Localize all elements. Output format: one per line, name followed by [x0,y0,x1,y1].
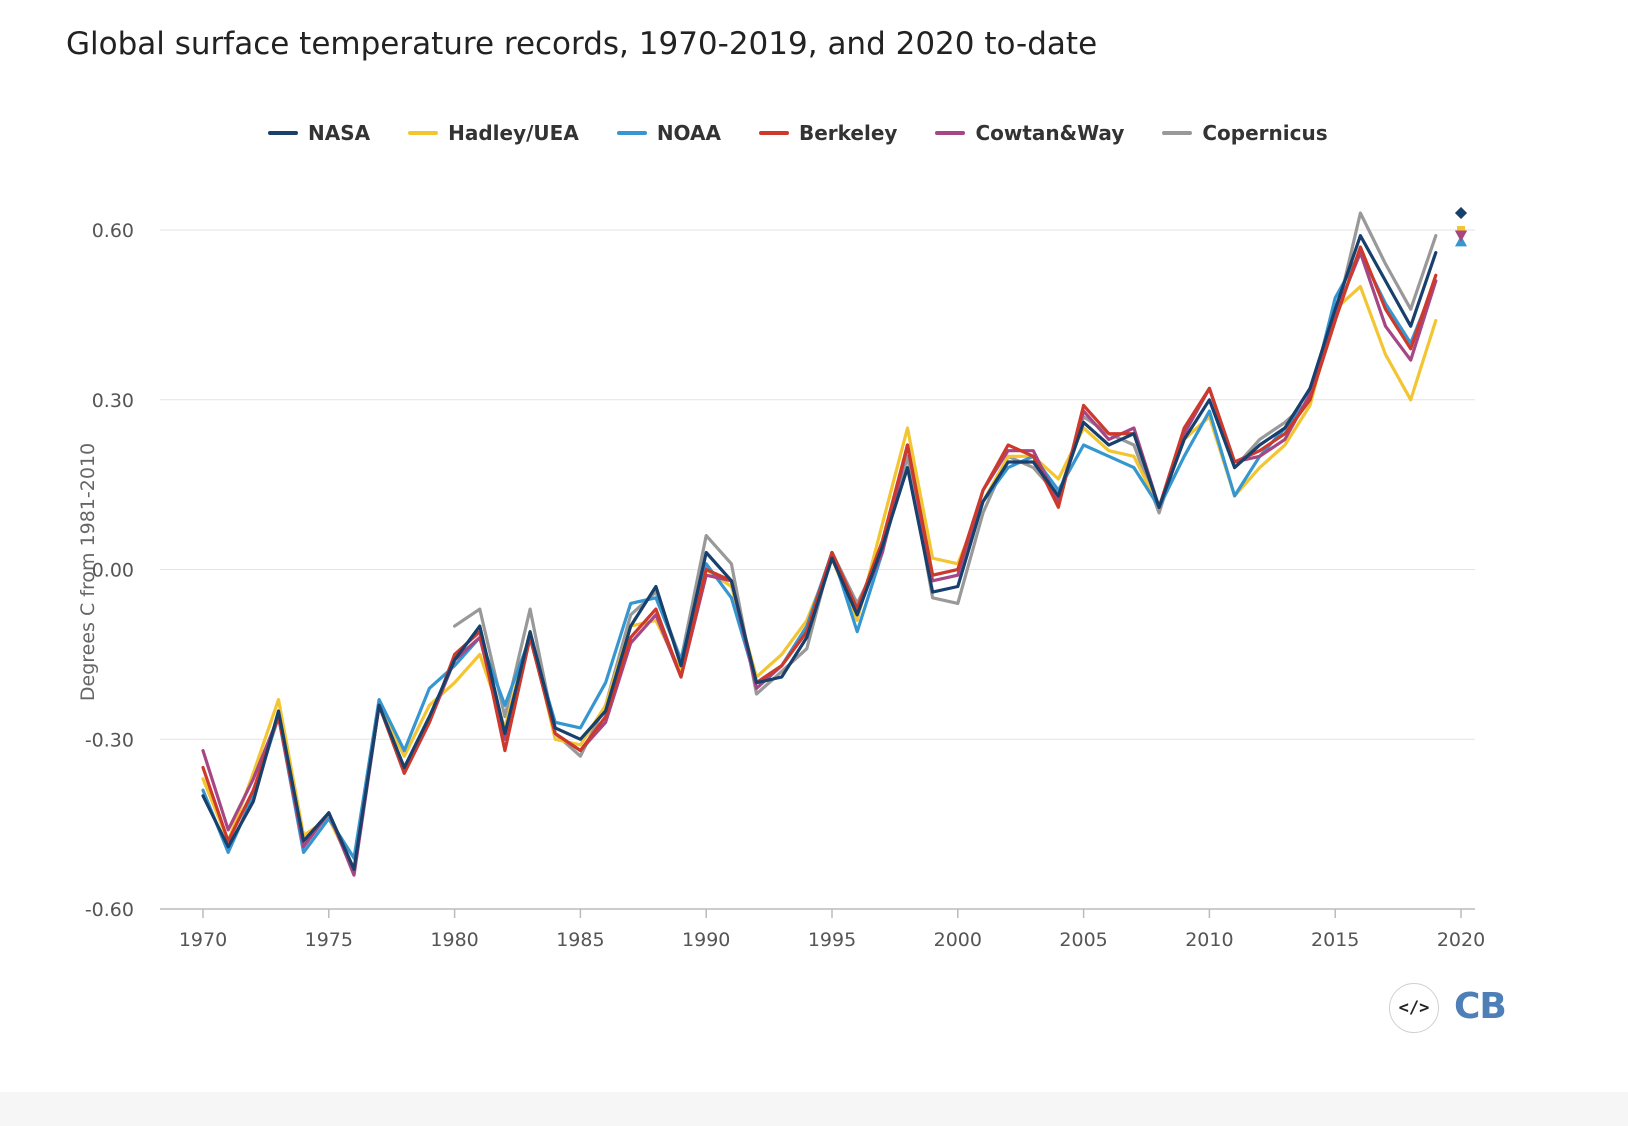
series-line-cowtan-way [201,251,1438,877]
legend-swatch [758,131,789,135]
legend-item[interactable]: Cowtan&Way [935,121,1124,145]
x-tick-label: 2000 [934,929,982,951]
y-tick-label: -0.30 [85,729,134,751]
x-tick-label: 2015 [1311,929,1359,951]
x-tick-label: 2020 [1437,929,1485,951]
series-line-nasa [201,234,1438,871]
legend-swatch [616,131,647,135]
y-tick-label: -0.60 [85,899,134,921]
legend-label: Hadley/UEA [448,121,579,145]
legend: NASA Hadley/UEA NOAA Berkeley Cowtan&Way Cope… [268,118,1366,148]
embed-code-button[interactable]: </> [1389,983,1439,1033]
y-tick-label: 0.60 [92,220,134,242]
series-line-berkeley [201,245,1438,871]
x-tick-label: 2010 [1185,929,1233,951]
series-line-hadley-uea [201,285,1438,871]
marker-2020-hadley-uea [1457,226,1465,234]
marker-2020-cowtan-way [1455,230,1467,242]
legend-item[interactable]: NOAA [616,121,721,145]
legend-item[interactable]: NASA [268,121,370,145]
chart-plot: -0.60 -0.30 0.00 0.30 0.60 1970 1975 1980 1985 19… [85,207,1485,951]
chart-title: Global surface temperature records, 1970… [66,26,1098,62]
marker-2020-nasa [1455,207,1467,220]
y-tick-label: 0.30 [92,390,134,412]
legend-swatch [268,131,298,135]
y-tick-label: 0.00 [92,560,134,582]
code-icon: </> [1398,998,1430,1018]
x-tick-label: 1980 [430,929,478,951]
x-tick-label: 1975 [305,929,353,951]
legend-swatch [935,131,966,135]
x-tick-label: 1985 [556,929,604,951]
legend-swatch [408,131,439,135]
x-tick-label: 1970 [179,929,227,951]
legend-label: Cowtan&Way [975,121,1125,145]
carbon-brief-logo: CB [1454,986,1507,1027]
legend-label: Berkeley [798,121,898,145]
x-tick-label: 1990 [682,929,730,951]
legend-item[interactable]: Berkeley [758,121,898,145]
legend-label: Copernicus [1202,121,1328,145]
series-line-noaa [201,251,1438,860]
legend-label: NASA [308,121,371,145]
footer-band [0,1092,1628,1126]
legend-item[interactable]: Copernicus [1162,121,1328,145]
legend-label: NOAA [656,121,721,145]
legend-swatch [1162,131,1193,135]
x-tick-label: 2005 [1059,929,1107,951]
legend-item[interactable]: Hadley/UEA [408,121,579,145]
x-tick-label: 1995 [808,929,856,951]
series-line-copernicus [453,211,1438,758]
